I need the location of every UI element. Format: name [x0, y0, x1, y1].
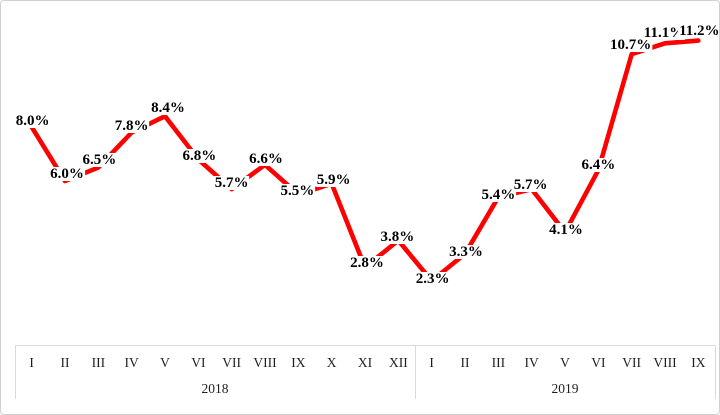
- data-label: 8.0%: [14, 113, 51, 129]
- x-tick-label: II: [60, 355, 70, 370]
- x-tick-label: V: [160, 355, 170, 370]
- x-tick-label: V: [560, 355, 570, 370]
- data-label: 5.7%: [213, 175, 250, 192]
- x-tick-label: IX: [691, 355, 706, 370]
- data-label: 6.0%: [49, 166, 85, 182]
- year-label-2019: 2019: [551, 381, 579, 396]
- data-label: 3.8%: [379, 229, 416, 246]
- data-label: 5.5%: [279, 182, 316, 199]
- data-label: 5.9%: [315, 171, 352, 188]
- data-label: 2.3%: [414, 270, 451, 287]
- x-tick-label: III: [91, 355, 106, 370]
- data-label: 6.5%: [81, 151, 118, 168]
- x-tick-label: VII: [222, 355, 242, 370]
- x-tick-label: III: [491, 355, 506, 370]
- x-tick-label: VI: [191, 355, 206, 370]
- data-label: 10.7%: [609, 37, 653, 54]
- x-tick-label: I: [429, 355, 434, 370]
- data-label: 6.8%: [181, 148, 218, 165]
- data-label: 5.4%: [480, 187, 517, 204]
- x-tick-label: XII: [388, 355, 408, 370]
- data-label: 7.8%: [113, 118, 150, 135]
- data-label: 3.3%: [448, 243, 484, 260]
- x-tick-label: VIII: [253, 355, 277, 370]
- data-label: 4.1%: [548, 222, 584, 239]
- x-tick-label: II: [460, 355, 470, 370]
- x-tick-label: VIII: [653, 355, 677, 370]
- data-label: 11.1%: [642, 25, 686, 42]
- x-tick-label: X: [326, 355, 337, 370]
- x-tick-label: IV: [524, 355, 539, 370]
- data-label: 8.4%: [150, 100, 186, 117]
- x-tick-label: VII: [622, 355, 642, 370]
- year-label-2018: 2018: [201, 381, 229, 396]
- x-tick-label: VI: [591, 355, 606, 370]
- x-tick-label: IV: [124, 355, 139, 370]
- data-label: 11.2%: [678, 22, 720, 39]
- data-label: 2.8%: [349, 255, 385, 272]
- x-tick-label: IX: [291, 355, 306, 370]
- x-tick-label: XI: [357, 355, 373, 370]
- data-label: 5.7%: [512, 177, 549, 194]
- data-label: 6.6%: [248, 150, 284, 167]
- x-tick-label: I: [29, 355, 34, 370]
- data-label: 6.4%: [580, 157, 617, 174]
